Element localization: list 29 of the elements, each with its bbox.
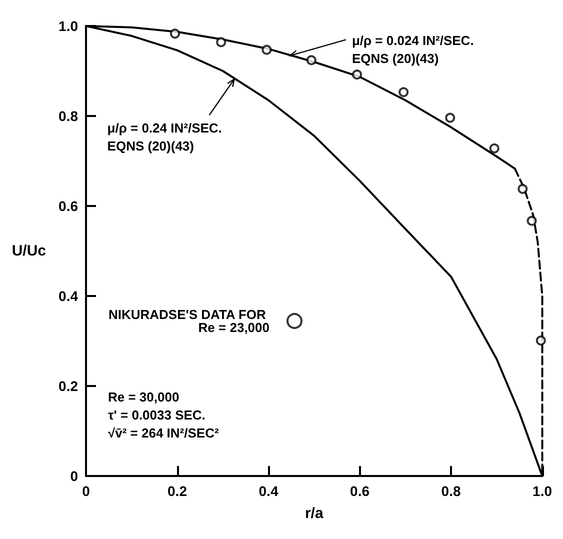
x-tick-label: 0.2: [168, 483, 188, 499]
point: [536, 336, 546, 346]
y-tick-label: 0.2: [58, 378, 78, 394]
x-tick-label: 1.0: [532, 483, 552, 499]
y-tick-label: 0.4: [58, 288, 78, 304]
x-tick-label: 0.4: [258, 483, 278, 499]
point: [489, 143, 500, 154]
x-axis-title: r/a: [304, 505, 324, 522]
y-tick-label: 1.0: [58, 18, 78, 34]
x-tick-label: 0.6: [350, 483, 370, 499]
y-tick-label: 0.6: [58, 198, 78, 214]
point: [398, 87, 409, 98]
point: [306, 55, 316, 66]
point: [526, 216, 537, 226]
point: [262, 44, 272, 55]
annotation: Re = 30,000 τ' = 0.0033 SEC. √v̄² = 264 IN²/SEC²: [108, 390, 220, 440]
point: [445, 112, 456, 123]
point: [170, 28, 180, 39]
point: [216, 37, 226, 48]
point: [518, 184, 528, 194]
annotation: μ/ρ = 0.24 IN²/SEC. EQNS (20)(43): [107, 120, 222, 154]
x-tick-label: 0.8: [441, 483, 461, 499]
x-tick-label: 0: [82, 483, 90, 499]
annotation: μ/ρ = 0.024 IN²/SEC. EQNS (20)(43): [352, 33, 474, 66]
y-tick-label: 0.8: [58, 108, 78, 124]
y-tick-label: 0: [70, 468, 78, 484]
y-axis-title: U/Uc: [12, 242, 46, 260]
point: [352, 70, 362, 80]
legend-label: NIKURADSE'S DATA FOR Re = 23,000: [108, 307, 270, 335]
